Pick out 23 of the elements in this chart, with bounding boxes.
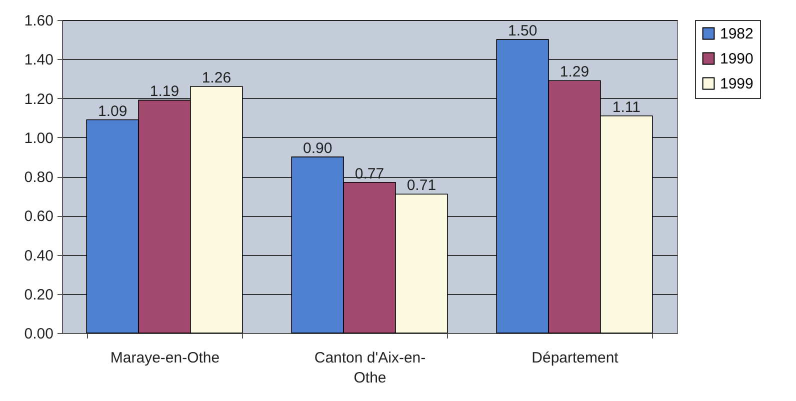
x-tick-label: Département — [532, 350, 620, 366]
y-tick-label: 1.00 — [24, 130, 54, 147]
y-tick-label: 0.20 — [24, 286, 54, 304]
y-tick-label: 1.40 — [24, 52, 54, 69]
data-label: 1.09 — [98, 102, 128, 120]
data-label: 1.50 — [508, 22, 538, 40]
y-tick-label: 0.00 — [24, 326, 54, 342]
legend-label: 1982 — [720, 26, 754, 42]
data-label: 1.29 — [560, 64, 590, 81]
y-tick-label: 0.60 — [24, 208, 54, 226]
x-tick-label: Canton d'Aix-en-Othe — [314, 350, 426, 386]
data-label: 0.71 — [406, 177, 436, 194]
data-label: 1.19 — [150, 83, 180, 100]
data-label: 0.90 — [302, 140, 332, 157]
y-tick-label: 1.20 — [24, 90, 54, 108]
y-tick-label: 0.80 — [24, 169, 54, 186]
data-label: 1.26 — [202, 70, 232, 87]
data-label: 1.11 — [612, 98, 640, 116]
y-tick-label: 1.60 — [24, 12, 54, 30]
legend-label: 1990 — [720, 50, 754, 68]
x-tick-label: Maraye-en-Othe — [110, 350, 220, 366]
y-tick-label: 0.40 — [24, 247, 54, 264]
legend-label: 1999 — [720, 76, 754, 92]
